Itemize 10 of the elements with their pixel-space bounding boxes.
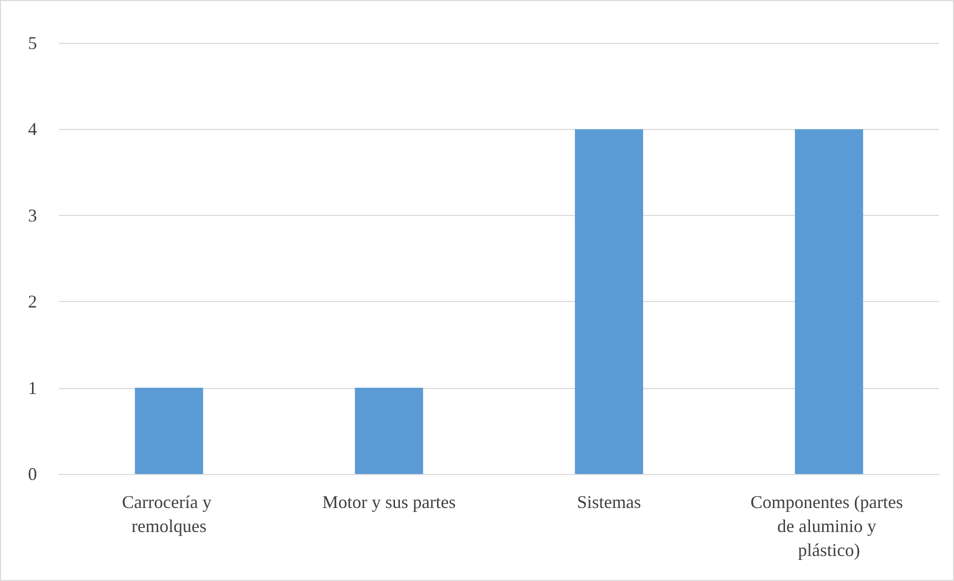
x-tick-label: Componentes (partes de aluminio y plástico) [750, 492, 908, 560]
y-tick-label: 2 [28, 292, 37, 312]
y-tick-label: 5 [28, 33, 37, 53]
x-tick-label: Motor y sus partes [322, 492, 456, 512]
y-tick-label: 0 [28, 464, 37, 484]
y-tick-label: 3 [28, 205, 37, 226]
y-tick-label: 4 [28, 119, 37, 140]
x-tick-label: Sistemas [576, 492, 642, 512]
y-tick-label: 1 [28, 378, 37, 398]
x-tick-label: Carrocería y remolques [122, 492, 216, 536]
